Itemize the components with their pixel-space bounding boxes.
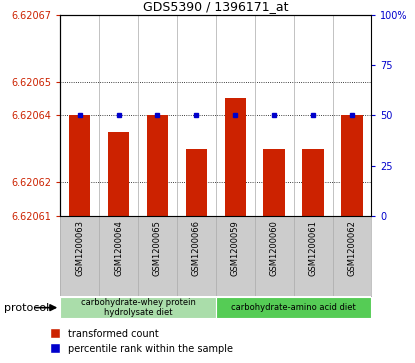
Text: GSM1200059: GSM1200059 bbox=[231, 220, 240, 276]
Bar bbox=[186, 149, 207, 216]
Bar bbox=[341, 115, 363, 216]
Text: GSM1200064: GSM1200064 bbox=[114, 220, 123, 276]
Bar bbox=[216, 297, 371, 318]
Text: carbohydrate-whey protein
hydrolysate diet: carbohydrate-whey protein hydrolysate di… bbox=[81, 298, 195, 317]
Bar bbox=[264, 149, 285, 216]
Text: GSM1200061: GSM1200061 bbox=[309, 220, 317, 276]
Text: carbohydrate-amino acid diet: carbohydrate-amino acid diet bbox=[231, 303, 356, 312]
Bar bbox=[60, 297, 216, 318]
Text: protocol: protocol bbox=[4, 303, 49, 313]
Text: GSM1200060: GSM1200060 bbox=[270, 220, 278, 276]
Text: GSM1200063: GSM1200063 bbox=[75, 220, 84, 276]
Text: GSM1200062: GSM1200062 bbox=[347, 220, 356, 276]
Bar bbox=[108, 132, 129, 216]
Bar bbox=[303, 149, 324, 216]
Bar bbox=[225, 98, 246, 216]
Legend: transformed count, percentile rank within the sample: transformed count, percentile rank withi… bbox=[46, 325, 237, 358]
Title: GDS5390 / 1396171_at: GDS5390 / 1396171_at bbox=[143, 0, 288, 13]
Text: GSM1200065: GSM1200065 bbox=[153, 220, 162, 276]
Text: GSM1200066: GSM1200066 bbox=[192, 220, 201, 276]
Bar bbox=[69, 115, 90, 216]
Bar bbox=[147, 115, 168, 216]
